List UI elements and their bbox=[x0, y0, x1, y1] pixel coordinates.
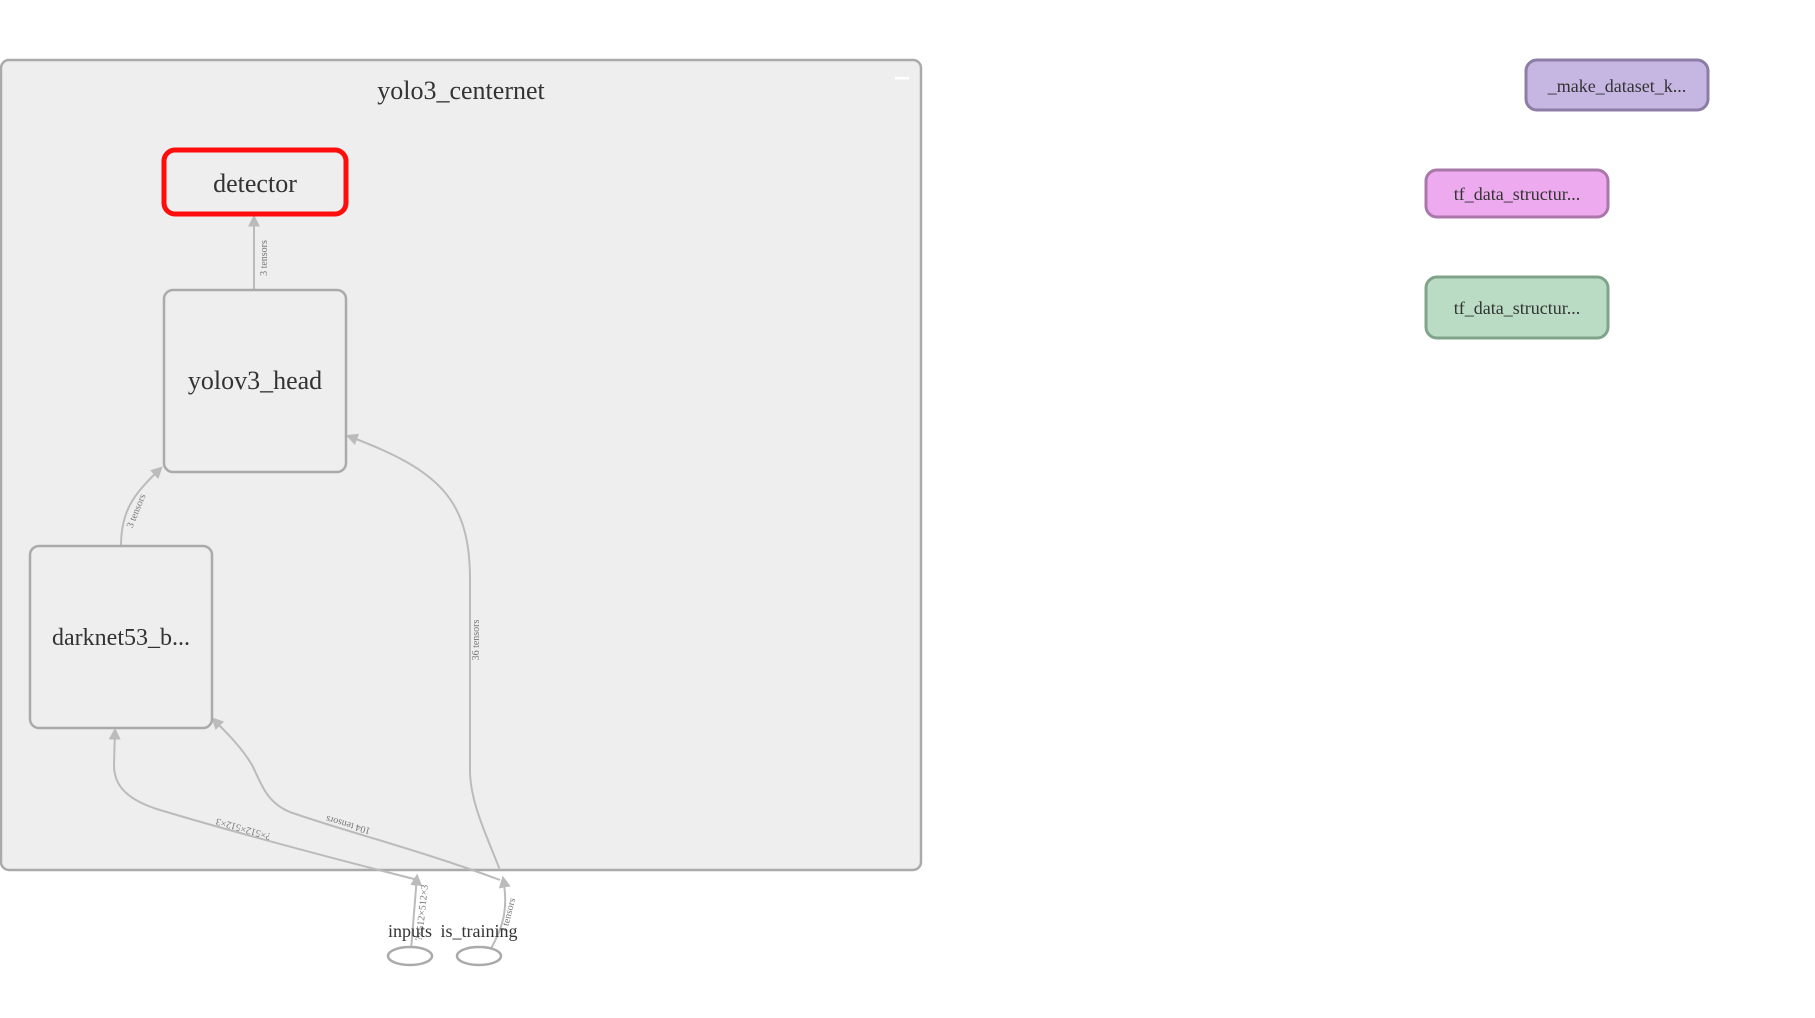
is-training-label: is_training bbox=[441, 921, 518, 941]
edge-label-training-to-head: 36 tensors bbox=[471, 619, 482, 660]
darknet53-box[interactable] bbox=[28, 544, 214, 730]
group-title: yolo3_centernet bbox=[377, 76, 545, 105]
inputs-label: inputs bbox=[388, 921, 432, 941]
detector-label: detector bbox=[213, 169, 297, 198]
is-training-ellipse[interactable] bbox=[455, 945, 503, 967]
node-is-training[interactable]: is_training bbox=[441, 921, 518, 967]
yolov3-head-label: yolov3_head bbox=[188, 366, 322, 395]
node-darknet53-backbone[interactable]: darknet53_b... bbox=[28, 544, 214, 730]
node-tf-data-structure-1[interactable]: tf_data_structur... bbox=[1424, 168, 1610, 219]
make-dataset-label: _make_dataset_k... bbox=[1547, 76, 1686, 96]
edge-label-head-to-detector: 3 tensors bbox=[259, 240, 270, 276]
edge-backbone-to-head bbox=[120, 466, 163, 547]
tf-data-1-label: tf_data_structur... bbox=[1454, 184, 1580, 204]
edge-training-to-backbone bbox=[211, 717, 501, 881]
tf-data-2-label: tf_data_structur... bbox=[1454, 298, 1580, 318]
group-box[interactable] bbox=[0, 58, 923, 872]
tf-data-1-box[interactable] bbox=[1424, 168, 1610, 219]
node-make-dataset[interactable]: _make_dataset_k... bbox=[1524, 58, 1710, 112]
inputs-ellipse[interactable] bbox=[386, 945, 434, 967]
darknet53-label: darknet53_b... bbox=[52, 625, 190, 651]
node-tf-data-structure-2[interactable]: tf_data_structur... bbox=[1424, 275, 1610, 340]
group-yolo3-centernet[interactable]: yolo3_centernet bbox=[0, 58, 923, 872]
edge-training-in bbox=[489, 875, 511, 951]
collapse-icon[interactable] bbox=[895, 77, 909, 80]
tf-data-2-box[interactable] bbox=[1424, 275, 1610, 340]
detector-box[interactable] bbox=[161, 147, 349, 217]
node-detector[interactable]: detector bbox=[161, 147, 349, 217]
edge-inputs-to-backbone bbox=[108, 727, 419, 881]
yolov3-head-box[interactable] bbox=[162, 288, 348, 474]
edge-inputs-in bbox=[410, 873, 423, 951]
edges bbox=[108, 214, 511, 951]
node-inputs[interactable]: inputs bbox=[386, 921, 434, 967]
node-yolov3-head[interactable]: yolov3_head bbox=[162, 288, 348, 474]
make-dataset-box[interactable] bbox=[1524, 58, 1710, 112]
edge-training-to-head bbox=[345, 433, 501, 871]
